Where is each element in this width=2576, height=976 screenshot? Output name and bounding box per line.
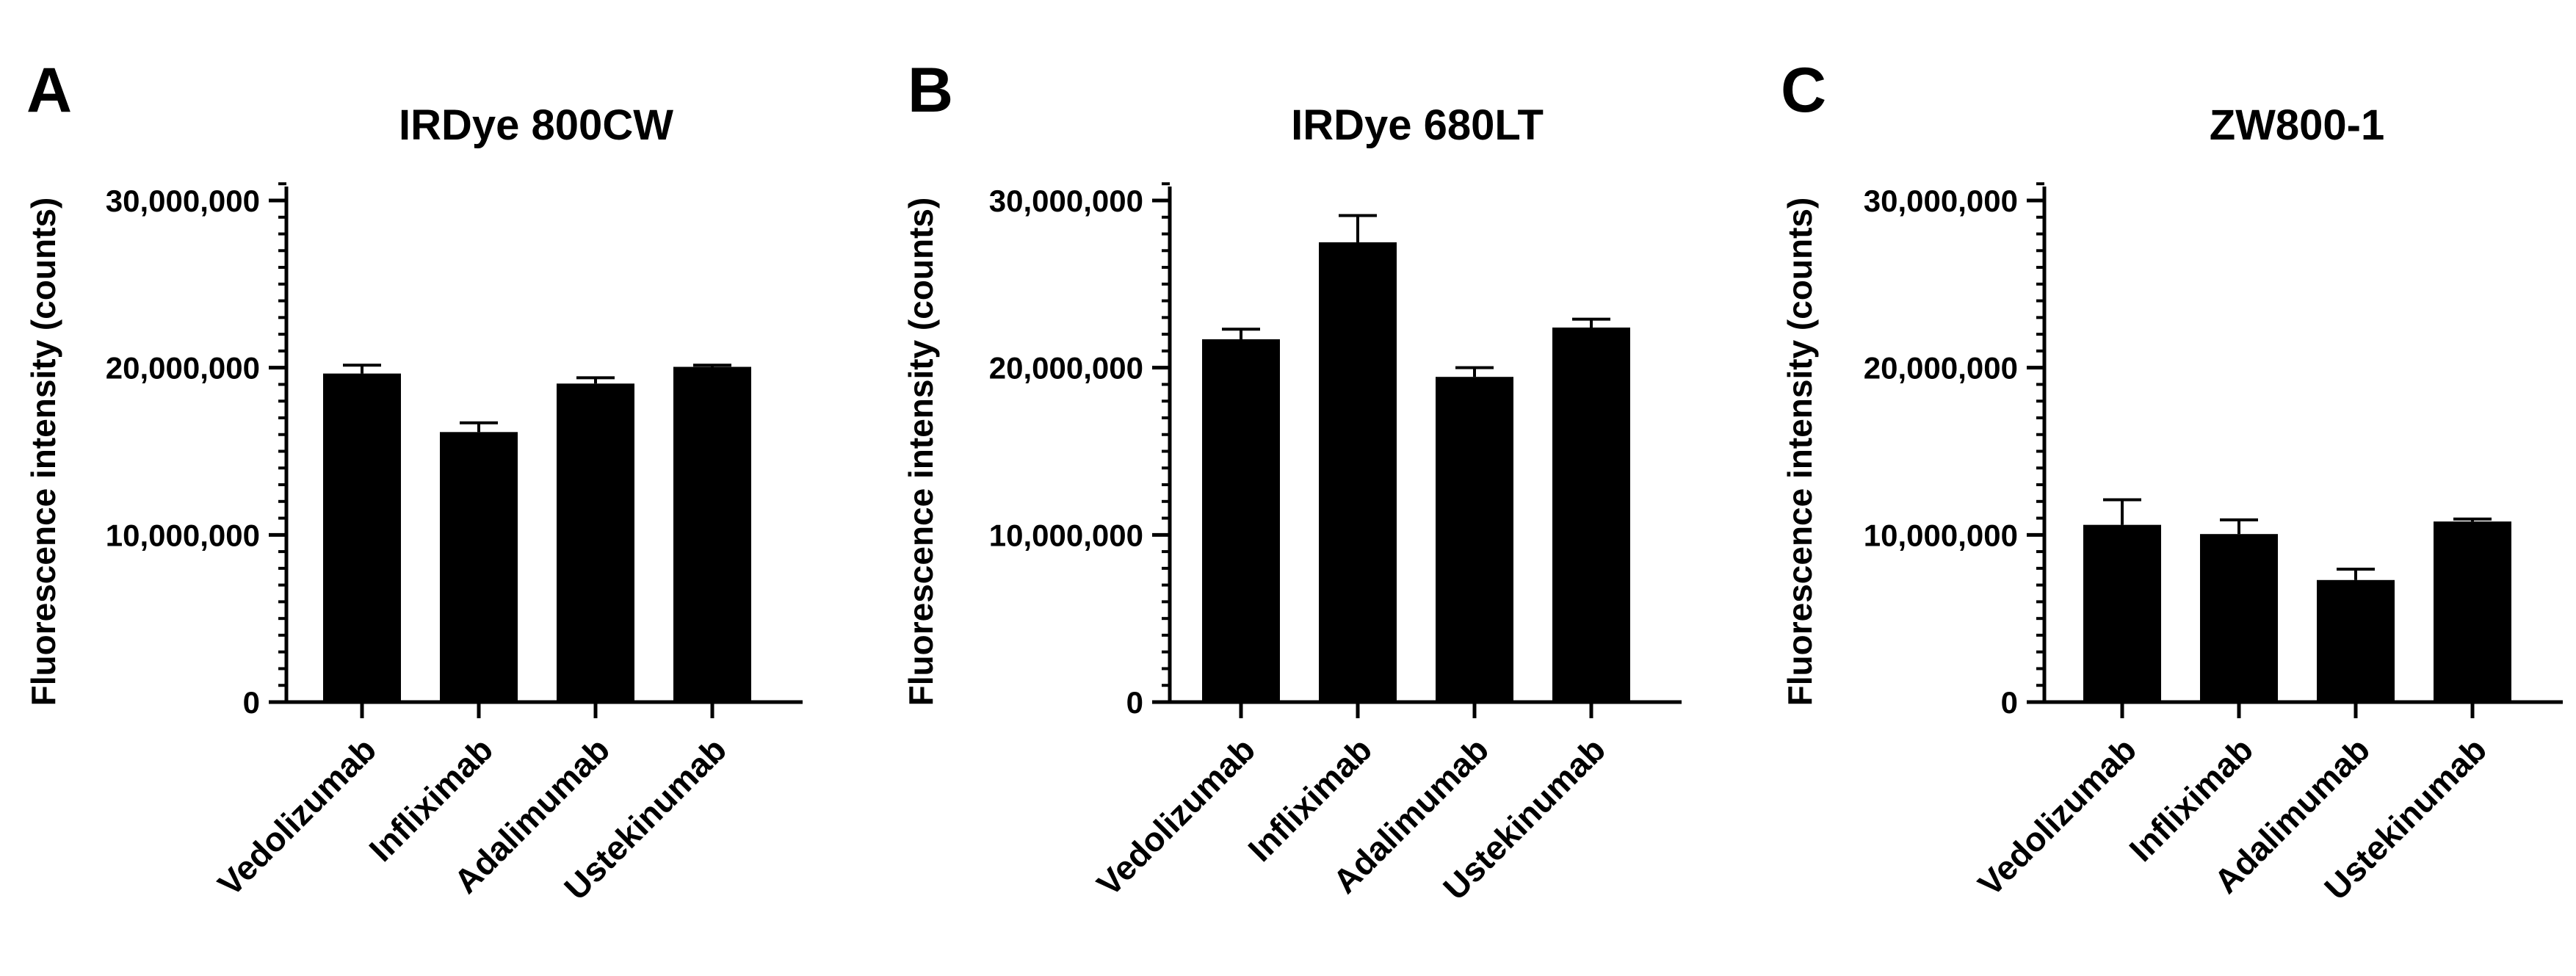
panel-letter: B: [908, 55, 953, 126]
y-axis-label: Fluorescence intensity (counts): [1781, 198, 1819, 706]
bar-infliximab: [440, 432, 518, 702]
x-tick-label: Vedolizumab: [1089, 730, 1262, 903]
y-tick-label: 20,000,000: [106, 351, 260, 386]
y-tick-label: 30,000,000: [989, 184, 1143, 218]
panel-letter: C: [1781, 55, 1826, 126]
y-tick-label: 10,000,000: [106, 518, 260, 552]
chart-panel-b: B IRDye 680LT Fluorescence intensity (coun…: [902, 55, 1682, 907]
bar-infliximab: [1319, 242, 1397, 703]
bar-infliximab: [2200, 534, 2278, 702]
y-tick-label: 20,000,000: [1864, 351, 2018, 386]
chart-panel-a: A IRDye 800CW Fluorescence intensity (coun…: [24, 55, 803, 907]
bar-adalimumab: [1436, 377, 1513, 702]
y-axis-label: Fluorescence intensity (counts): [902, 198, 940, 706]
chart-title: IRDye 680LT: [1291, 101, 1544, 149]
y-tick-label: 30,000,000: [106, 184, 260, 218]
y-tick-label: 10,000,000: [989, 518, 1143, 552]
chart-title: IRDye 800CW: [399, 101, 673, 149]
y-tick-label: 10,000,000: [1864, 518, 2018, 552]
chart-panel-c: C ZW800-1 Fluorescence intensity (counts) 0…: [1781, 55, 2563, 907]
bar-ustekinumab: [1552, 328, 1630, 702]
y-tick-label: 30,000,000: [1864, 184, 2018, 218]
bar-ustekinumab: [673, 366, 751, 702]
bar-adalimumab: [557, 383, 634, 702]
y-tick-label: 0: [243, 685, 260, 720]
bar-vedolizumab: [323, 373, 401, 702]
y-tick-label: 20,000,000: [989, 351, 1143, 386]
panel-letter: A: [26, 55, 72, 126]
chart-title: ZW800-1: [2210, 101, 2385, 149]
bar-adalimumab: [2317, 579, 2395, 702]
x-tick-label: Vedolizumab: [1970, 730, 2143, 903]
bar-ustekinumab: [2434, 521, 2511, 702]
x-tick-label: Vedolizumab: [210, 730, 383, 903]
bar-vedolizumab: [1202, 339, 1280, 702]
y-tick-label: 0: [2001, 685, 2018, 720]
bar-vedolizumab: [2083, 524, 2161, 702]
y-axis-label: Fluorescence intensity (counts): [24, 198, 62, 706]
y-tick-label: 0: [1126, 685, 1143, 720]
